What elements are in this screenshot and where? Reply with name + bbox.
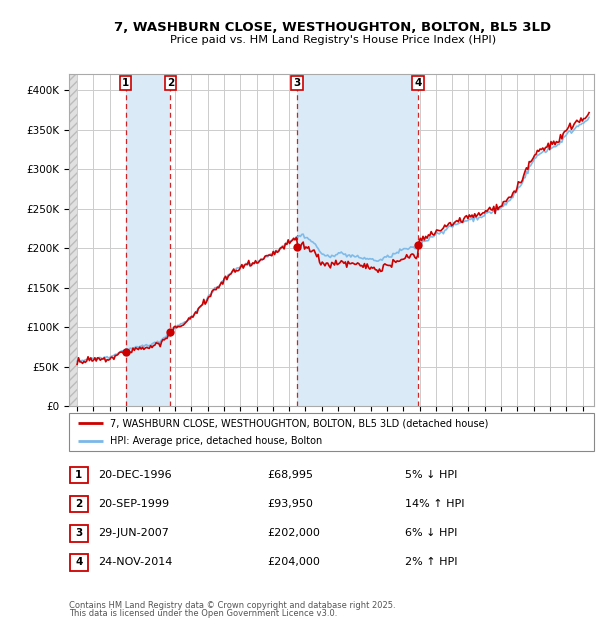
- Text: This data is licensed under the Open Government Licence v3.0.: This data is licensed under the Open Gov…: [69, 609, 337, 618]
- Text: Contains HM Land Registry data © Crown copyright and database right 2025.: Contains HM Land Registry data © Crown c…: [69, 601, 395, 610]
- Text: £202,000: £202,000: [267, 528, 320, 538]
- Text: 1: 1: [75, 470, 83, 480]
- Text: 6% ↓ HPI: 6% ↓ HPI: [405, 528, 457, 538]
- Text: 4: 4: [75, 557, 83, 567]
- Text: 14% ↑ HPI: 14% ↑ HPI: [405, 499, 464, 509]
- Text: 1: 1: [122, 78, 129, 87]
- FancyBboxPatch shape: [70, 466, 88, 484]
- FancyBboxPatch shape: [70, 525, 88, 542]
- Text: 3: 3: [75, 528, 83, 538]
- Text: 20-DEC-1996: 20-DEC-1996: [98, 470, 172, 480]
- Text: 7, WASHBURN CLOSE, WESTHOUGHTON, BOLTON, BL5 3LD: 7, WASHBURN CLOSE, WESTHOUGHTON, BOLTON,…: [115, 21, 551, 34]
- Text: 2: 2: [75, 499, 83, 509]
- FancyBboxPatch shape: [70, 496, 88, 512]
- Text: HPI: Average price, detached house, Bolton: HPI: Average price, detached house, Bolt…: [110, 436, 322, 446]
- FancyBboxPatch shape: [70, 554, 88, 570]
- Text: Price paid vs. HM Land Registry's House Price Index (HPI): Price paid vs. HM Land Registry's House …: [170, 35, 496, 45]
- FancyBboxPatch shape: [69, 413, 594, 451]
- Text: 5% ↓ HPI: 5% ↓ HPI: [405, 470, 457, 480]
- Text: 20-SEP-1999: 20-SEP-1999: [98, 499, 169, 509]
- Text: £68,995: £68,995: [267, 470, 313, 480]
- Bar: [69, 74, 77, 406]
- Text: 3: 3: [293, 78, 301, 87]
- Text: £93,950: £93,950: [267, 499, 313, 509]
- Text: 7, WASHBURN CLOSE, WESTHOUGHTON, BOLTON, BL5 3LD (detached house): 7, WASHBURN CLOSE, WESTHOUGHTON, BOLTON,…: [110, 418, 488, 428]
- Bar: [297, 74, 418, 406]
- Text: 2% ↑ HPI: 2% ↑ HPI: [405, 557, 458, 567]
- Text: 24-NOV-2014: 24-NOV-2014: [98, 557, 172, 567]
- Text: 29-JUN-2007: 29-JUN-2007: [98, 528, 169, 538]
- Text: 2: 2: [167, 78, 174, 87]
- Bar: [125, 74, 170, 406]
- Text: £204,000: £204,000: [267, 557, 320, 567]
- Text: 4: 4: [414, 78, 422, 87]
